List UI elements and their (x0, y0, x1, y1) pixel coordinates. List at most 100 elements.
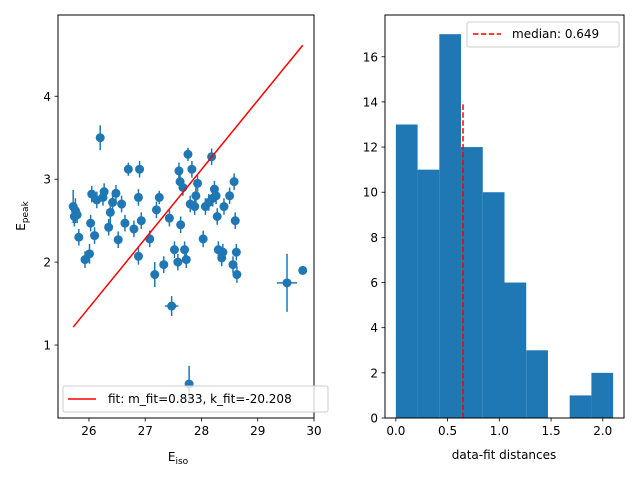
x-tick-label: 26 (81, 424, 96, 438)
data-point (85, 249, 95, 259)
scatter-plot: 26 27 28 29 30 1 2 3 4 Eiso Epeak fit: m_fit=0.… (14, 14, 329, 467)
y-tick-label: 4 (370, 321, 378, 335)
data-point (74, 232, 84, 242)
data-point (218, 247, 228, 257)
y-tick-label: 12 (363, 141, 378, 155)
data-point (150, 270, 160, 280)
data-point (169, 245, 179, 255)
y-tick-label: 6 (370, 276, 378, 290)
histogram-legend-box (466, 21, 620, 48)
scatter-y-axis-label: Epeak (14, 200, 31, 230)
data-point (219, 202, 229, 212)
data-point (123, 164, 133, 174)
y-tick-label: 0 (370, 412, 378, 426)
x-tick-label: 30 (306, 424, 321, 438)
data-point (229, 177, 239, 187)
data-point (105, 207, 115, 217)
data-point (173, 257, 183, 267)
y-tick-label: 2 (43, 256, 51, 270)
histogram-bars (395, 34, 614, 419)
data-point (133, 251, 143, 261)
histogram-axes-frame (384, 14, 625, 419)
x-tick-label: 0.0 (386, 424, 405, 438)
data-point (187, 164, 197, 174)
histogram-bar (417, 169, 440, 418)
data-point (212, 212, 222, 221)
x-tick-label: 27 (138, 424, 153, 438)
data-point (180, 245, 190, 255)
y-tick-label: 8 (370, 231, 378, 245)
data-point (120, 218, 130, 228)
y-tick-label: 16 (363, 50, 378, 64)
histogram-bar (461, 147, 483, 419)
data-point (232, 270, 242, 280)
data-point (108, 197, 118, 207)
data-point (298, 265, 308, 275)
data-point (167, 301, 177, 311)
data-point (133, 192, 143, 202)
data-point (72, 210, 82, 220)
histogram-bar (482, 192, 505, 418)
scatter-legend-box (62, 385, 329, 413)
data-point (86, 218, 96, 228)
histogram-bar (395, 124, 418, 418)
data-point (230, 216, 240, 226)
fit-line-group (72, 44, 304, 328)
scatter-x-axis-label: Eiso (168, 450, 189, 467)
data-point (181, 255, 191, 265)
data-point (99, 187, 109, 197)
y-tick-label: 4 (43, 90, 51, 104)
fit-line (72, 44, 304, 328)
x-tick-label: 1.5 (542, 424, 561, 438)
data-point (190, 202, 200, 212)
histogram-bar (591, 372, 614, 418)
data-point (95, 133, 105, 143)
y-tick-label: 1 (43, 339, 51, 353)
data-point (129, 224, 139, 234)
x-tick-label: 29 (250, 424, 265, 438)
data-point (174, 166, 184, 176)
histogram-plot: 0.0 0.5 1.0 1.5 2.0 0 2 4 6 8 10 12 14 16 data-fit d… (363, 14, 625, 462)
y-tick-label: 14 (363, 95, 378, 109)
scatter-points (68, 125, 308, 403)
scatter-x-ticks: 26 27 28 29 30 (81, 418, 322, 438)
data-point (154, 192, 164, 202)
data-point (87, 189, 97, 199)
x-tick-label: 2.0 (593, 424, 612, 438)
scatter-axes-frame (57, 14, 315, 419)
data-point (136, 216, 146, 226)
x-tick-label: 28 (194, 424, 209, 438)
data-point (104, 222, 114, 232)
data-point (111, 188, 121, 198)
data-point (113, 235, 123, 245)
data-point (176, 220, 186, 230)
data-point (151, 205, 161, 215)
scatter-legend: fit: m_fit=0.833, k_fit=-20.208 (62, 385, 329, 413)
data-point (145, 234, 155, 244)
data-point (159, 260, 169, 270)
data-point (164, 213, 174, 223)
data-point (117, 199, 127, 209)
x-tick-label: 0.5 (438, 424, 457, 438)
y-tick-label: 10 (363, 186, 378, 200)
histogram-y-ticks: 0 2 4 6 8 10 12 14 16 (363, 50, 385, 426)
scatter-y-ticks: 1 2 3 4 (43, 90, 58, 353)
histogram-legend-median-label: median: 0.649 (512, 27, 599, 41)
data-point (135, 164, 145, 174)
data-point (282, 278, 292, 288)
data-point (211, 191, 221, 201)
data-point (231, 247, 241, 257)
y-tick-label: 2 (370, 366, 378, 380)
data-point (183, 149, 193, 159)
y-tick-label: 3 (43, 173, 51, 187)
data-point (198, 234, 208, 244)
histogram-bar (569, 395, 592, 418)
data-point (191, 191, 201, 201)
data-point (225, 191, 235, 201)
scatter-legend-fit-label: fit: m_fit=0.833, k_fit=-20.208 (108, 392, 292, 406)
data-point (90, 231, 100, 241)
histogram-x-ticks: 0.0 0.5 1.0 1.5 2.0 (386, 418, 612, 438)
histogram-bar (504, 282, 527, 418)
data-point (193, 178, 203, 188)
